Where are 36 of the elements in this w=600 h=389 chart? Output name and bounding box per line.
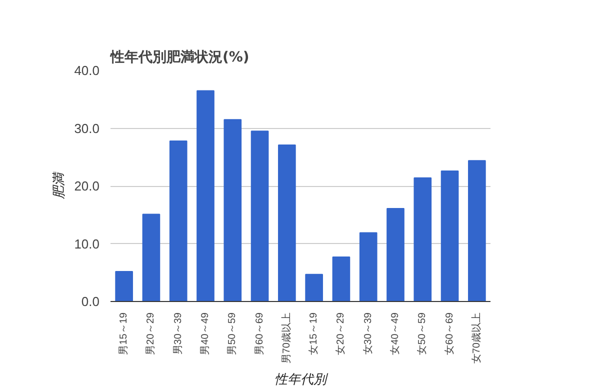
x-tick-label: 男50～59 [227, 312, 238, 355]
y-axis-title: 肥満 [51, 171, 66, 199]
x-tick-label: 女60～69 [443, 312, 456, 355]
bar [440, 170, 459, 302]
x-tick-label: 女30～39 [362, 312, 374, 355]
bar [386, 208, 404, 302]
y-tick-label: 0.0 [81, 294, 100, 309]
y-tick-label: 10.0 [74, 236, 100, 252]
bar [332, 256, 350, 302]
x-tick-label: 女70歳以上 [470, 312, 482, 364]
bar [196, 90, 214, 302]
x-tick-label: 男15～19 [118, 312, 130, 355]
x-tick-label: 男20～29 [146, 312, 157, 355]
bar [142, 214, 160, 302]
bar [115, 270, 133, 302]
x-tick-label: 男70歳以上 [280, 312, 292, 364]
bar [278, 144, 296, 302]
bar [224, 119, 242, 302]
x-tick-label: 女20～29 [334, 312, 347, 355]
x-tick-label: 男60～69 [254, 312, 266, 355]
y-tick-label: 40.0 [74, 63, 100, 78]
bar [414, 177, 432, 302]
y-tick-label: 20.0 [74, 178, 100, 194]
x-tick-label: 女15～19 [308, 312, 320, 355]
chart-title: 性年代別肥満状況(%) [110, 50, 250, 66]
bar [169, 140, 188, 302]
bar [305, 274, 323, 302]
x-axis-title: 性年代別 [274, 372, 328, 387]
x-tick-label: 男30～39 [172, 312, 184, 355]
x-tick-label: 女40～49 [389, 312, 401, 355]
y-tick-label: 30.0 [74, 120, 100, 136]
bar [250, 130, 269, 302]
x-tick-label: 男40～49 [200, 312, 211, 355]
bar [359, 232, 378, 302]
bar [468, 160, 486, 302]
x-tick-label: 女50～59 [416, 312, 428, 355]
